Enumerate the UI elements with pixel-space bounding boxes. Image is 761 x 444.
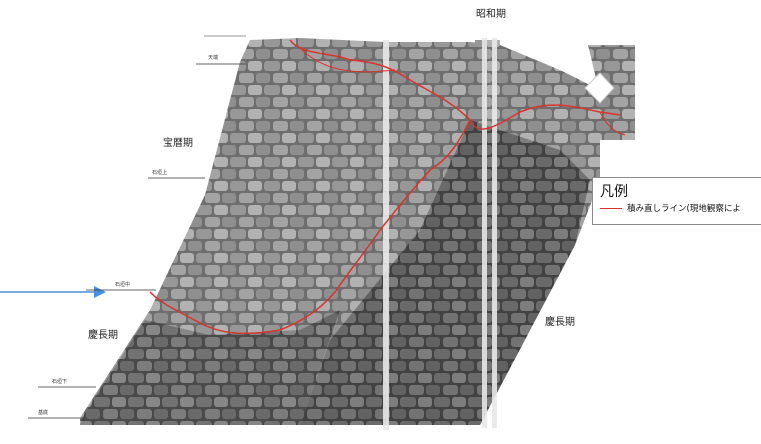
label-keicho-left: 慶長期 — [88, 330, 118, 341]
upper-right-arrow-mark — [584, 72, 615, 104]
level-label-upper: 石垣上 — [152, 170, 168, 176]
wall-shadow-region — [300, 120, 590, 425]
survey-pole-right-b — [492, 38, 497, 428]
restack-line-right-branch — [599, 111, 626, 136]
upper-right-building — [588, 45, 635, 140]
restack-line-upper-branch — [299, 47, 396, 73]
legend-red-line-swatch — [600, 208, 622, 209]
legend-title: 凡例 — [600, 184, 628, 200]
survey-pole-right-a — [482, 38, 487, 428]
label-keicho-right: 慶長期 — [545, 317, 575, 328]
legend-box: 凡例 積み直しライン(現地観察によ — [592, 177, 761, 225]
level-label-top: 天端 — [208, 55, 219, 61]
pointer-arrow-head — [94, 286, 106, 298]
restack-line-upper — [289, 39, 621, 130]
label-showa-period: 昭和期 — [476, 9, 506, 20]
label-hoeki-period: 宝暦期 — [163, 138, 193, 149]
level-label-middle: 石垣中 — [115, 282, 131, 288]
wall-lower-shadow — [80, 310, 340, 425]
level-label-base: 基底 — [38, 410, 49, 416]
level-label-lower: 石垣下 — [52, 379, 68, 385]
survey-pole-left — [383, 40, 389, 430]
restack-line-diagonal — [149, 119, 471, 335]
legend-item-restack-line: 積み直しライン(現地観察によ — [627, 204, 741, 214]
